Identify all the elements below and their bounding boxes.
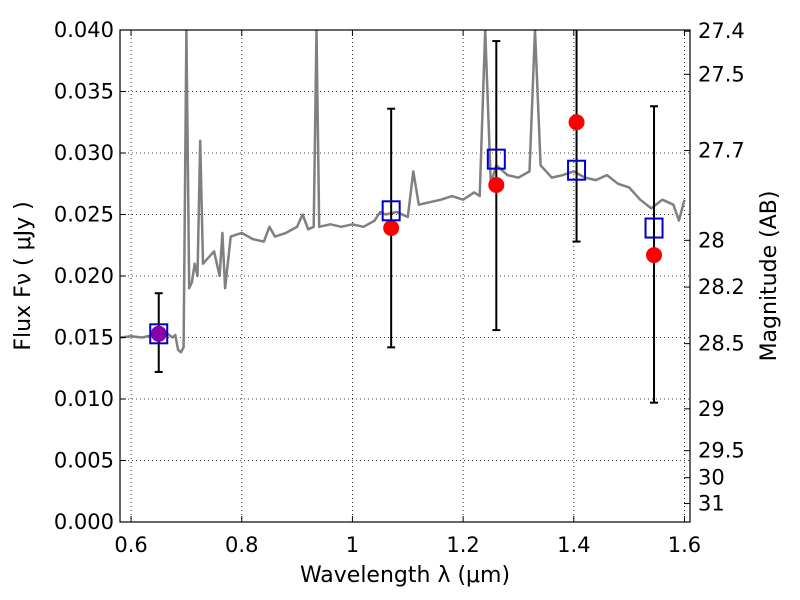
x-axis-title: Wavelength λ (μm)	[300, 563, 510, 588]
x-tick-label: 1	[346, 533, 359, 557]
y2-tick-label: 30	[698, 466, 725, 490]
x-tick-label: 1.6	[668, 533, 701, 557]
model-photometry-marker	[567, 159, 587, 181]
y2-tick-label: 29.5	[698, 439, 745, 463]
y-tick-label: 0.040	[54, 18, 114, 42]
axis-ticks: 0.6 0.8 1 1.2 1.4 1.6 0.000 0.005 0.010 0.015 0.02…	[54, 18, 745, 557]
y2-tick-label: 28.5	[698, 332, 745, 356]
model-photometry-marker	[381, 200, 401, 222]
y2-tick-label: 27.4	[698, 19, 745, 43]
y-tick-label: 0.015	[54, 326, 114, 350]
y2-tick-label: 29	[698, 397, 725, 421]
plot-area	[120, 30, 686, 404]
y-tick-label: 0.020	[54, 264, 114, 288]
y-axis-title: Flux Fν ( μJy )	[11, 201, 36, 350]
y-tick-label: 0.025	[54, 203, 114, 227]
x-tick-label: 1.2	[446, 533, 479, 557]
y-tick-label: 0.010	[54, 387, 114, 411]
x-tick-label: 0.8	[225, 533, 258, 557]
y2-tick-label: 28	[698, 228, 725, 252]
observed-point	[646, 247, 663, 264]
model-photometry-marker	[644, 217, 664, 239]
y2-tick-label: 31	[698, 492, 725, 516]
y2-tick-label: 28.2	[698, 275, 745, 299]
observed-point	[150, 325, 167, 342]
model-photometry-marker	[486, 148, 506, 170]
observed-point	[488, 176, 505, 193]
model-photometry-marker	[149, 323, 169, 345]
y-tick-label: 0.035	[54, 80, 114, 104]
observed-point	[568, 114, 585, 131]
y-tick-label: 0.005	[54, 449, 114, 473]
y2-axis-title: Magnitude (AB)	[757, 191, 782, 362]
y-tick-label: 0.000	[54, 510, 114, 534]
observed-point	[383, 220, 400, 237]
x-tick-label: 0.6	[114, 533, 147, 557]
x-tick-label: 1.4	[557, 533, 590, 557]
y2-tick-label: 27.7	[698, 139, 745, 163]
model-spectrum-line	[120, 30, 686, 354]
y-tick-label: 0.030	[54, 141, 114, 165]
grid	[120, 29, 690, 523]
y2-tick-label: 27.5	[698, 62, 745, 86]
